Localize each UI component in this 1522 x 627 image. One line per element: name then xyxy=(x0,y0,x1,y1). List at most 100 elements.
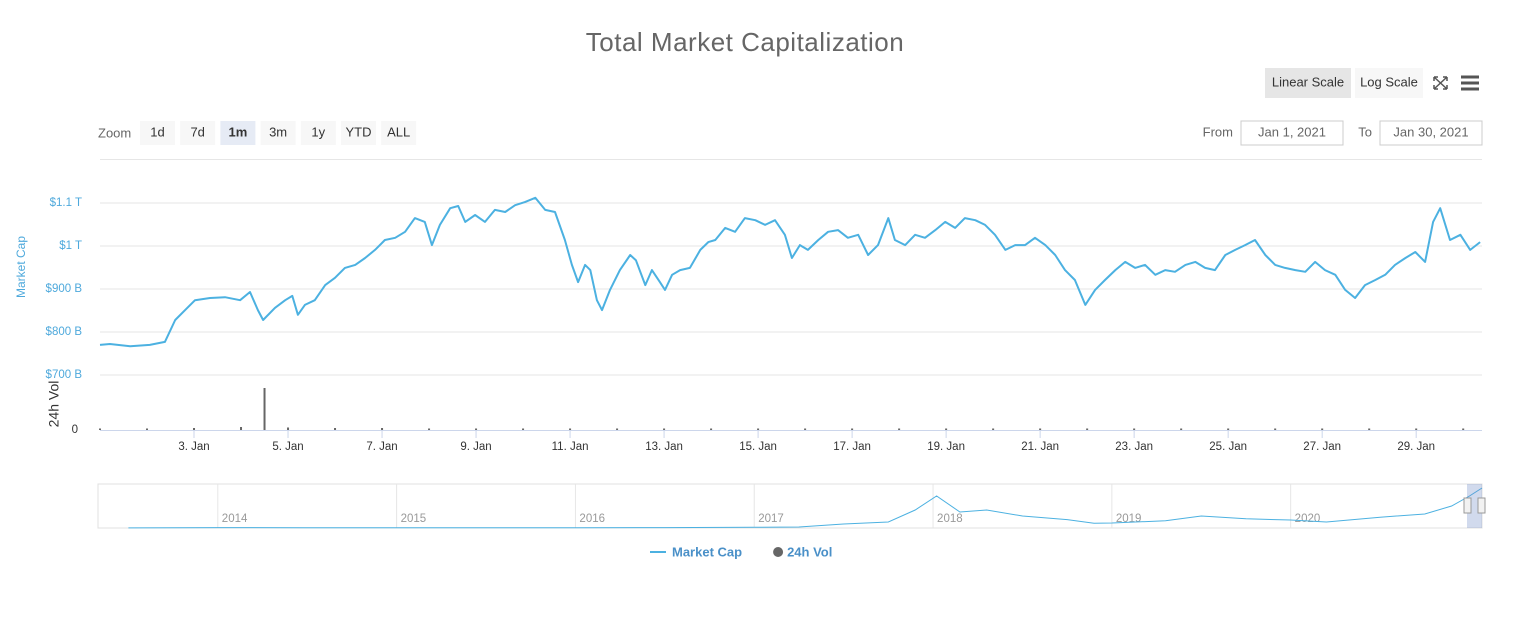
x-tick-label: 7. Jan xyxy=(366,441,397,453)
navigator-tick-label: 2016 xyxy=(579,513,605,525)
navigator-tick-label: 2018 xyxy=(937,513,963,525)
navigator-tick-label: 2019 xyxy=(1116,513,1142,525)
zoom-button-label: 1m xyxy=(229,124,248,139)
navigator-line xyxy=(128,487,1483,529)
volume-bar xyxy=(851,428,854,430)
legend-item[interactable]: Market Cap xyxy=(650,544,742,559)
volume-bar xyxy=(663,428,666,430)
volume-bar xyxy=(263,388,266,430)
zoom-button[interactable]: 1m xyxy=(220,121,256,145)
volume-bar xyxy=(569,428,572,430)
volume-bar xyxy=(1415,428,1418,430)
market-cap-line xyxy=(99,196,1481,348)
zoom-button-bg xyxy=(381,121,417,145)
navigator-handle[interactable] xyxy=(1463,497,1486,514)
x-tick-label: 11. Jan xyxy=(552,441,589,453)
x-tick-label: 27. Jan xyxy=(1303,441,1341,453)
scale-button[interactable]: Linear Scale xyxy=(1265,68,1351,98)
chart-title: Total Market Capitalization xyxy=(586,27,904,57)
to-input-text: Jan 30, 2021 xyxy=(1393,124,1468,139)
volume-bar xyxy=(1133,428,1136,430)
zoom-button-bg xyxy=(220,121,256,145)
zoom-button-bg xyxy=(140,121,175,145)
zoom-button-label: 1d xyxy=(150,124,164,139)
zoom-button-bg xyxy=(341,121,376,145)
y-tick-label: $1.1 T xyxy=(50,197,82,209)
navigator-mask[interactable] xyxy=(1467,484,1482,528)
y2-tick-label: 0 xyxy=(72,424,78,436)
zoom-button-label: ALL xyxy=(387,124,410,139)
volume-bar xyxy=(1180,428,1183,430)
y-tick-label: $700 B xyxy=(46,369,83,381)
x-tick-label: 9. Jan xyxy=(460,441,491,453)
legend-item[interactable]: 24h Vol xyxy=(773,544,832,559)
to-input[interactable]: Jan 30, 2021 xyxy=(1379,120,1483,146)
y-tick-label: $900 B xyxy=(46,283,83,295)
volume-bar xyxy=(1227,428,1230,430)
volume-bar xyxy=(193,428,196,430)
x-tick-label: 17. Jan xyxy=(833,441,871,453)
y-tick-label: $1 T xyxy=(59,240,82,252)
volume-bar xyxy=(898,428,901,430)
from-label: From xyxy=(1203,124,1233,139)
y-axis-title: Market Cap xyxy=(14,236,28,298)
x-tick-label: 15. Jan xyxy=(739,441,777,453)
zoom-button-bg xyxy=(180,121,216,145)
volume-bar xyxy=(804,428,807,430)
zoom-button-label: 1y xyxy=(311,124,325,139)
fullscreen-button[interactable] xyxy=(1428,70,1452,96)
from-input-box xyxy=(1240,120,1344,146)
volume-bar xyxy=(945,428,948,430)
volume-bar xyxy=(475,428,478,430)
zoom-button[interactable]: 3m xyxy=(260,121,296,145)
zoom-button-bg xyxy=(260,121,296,145)
volume-bar xyxy=(334,428,337,430)
navigator-tick-label: 2015 xyxy=(401,513,427,525)
volume-bar xyxy=(992,428,995,430)
zoom-button[interactable]: YTD xyxy=(341,121,376,145)
y2-axis-title: 24h Vol xyxy=(46,381,62,428)
zoom-button[interactable]: 7d xyxy=(180,121,216,145)
zoom-button[interactable]: 1y xyxy=(300,121,336,145)
zoom-button-label: YTD xyxy=(346,124,372,139)
volume-bar xyxy=(710,428,713,430)
volume-bar xyxy=(240,427,243,430)
zoom-button-label: 3m xyxy=(269,124,287,139)
navigator-tick-label: 2014 xyxy=(222,513,248,525)
to-input-box xyxy=(1379,120,1483,146)
volume-bar xyxy=(381,428,384,430)
x-tick-label: 13. Jan xyxy=(645,441,683,453)
volume-bar xyxy=(757,428,760,430)
volume-bar xyxy=(1086,428,1089,430)
volume-bar xyxy=(616,428,619,430)
zoom-button-bg xyxy=(300,121,336,145)
scale-button-bg xyxy=(1355,68,1423,98)
to-label: To xyxy=(1358,124,1372,139)
navigator-tick-label: 2020 xyxy=(1295,513,1321,525)
y-tick-label: $800 B xyxy=(46,326,83,338)
legend-label: Market Cap xyxy=(672,544,742,559)
volume-bar xyxy=(1368,428,1371,430)
volume-bar xyxy=(428,428,431,430)
zoom-button[interactable]: ALL xyxy=(381,121,417,145)
volume-bar xyxy=(287,427,290,430)
zoom-button[interactable]: 1d xyxy=(140,121,175,145)
x-tick-label: 29. Jan xyxy=(1397,441,1435,453)
from-input[interactable]: Jan 1, 2021 xyxy=(1240,120,1344,146)
volume-bar xyxy=(1274,428,1277,430)
navigator-tick-label: 2017 xyxy=(758,513,784,525)
x-tick-label: 19. Jan xyxy=(927,441,965,453)
x-tick-label: 5. Jan xyxy=(272,441,303,453)
legend-label: 24h Vol xyxy=(787,544,832,559)
volume-bar xyxy=(522,428,525,430)
x-tick-label: 23. Jan xyxy=(1115,441,1153,453)
scale-button-label: Linear Scale xyxy=(1272,74,1344,89)
volume-bar xyxy=(1039,428,1042,430)
navigator-frame xyxy=(97,483,1483,529)
scale-button-bg xyxy=(1265,68,1351,98)
menu-button[interactable] xyxy=(1457,70,1483,96)
scale-button[interactable]: Log Scale xyxy=(1355,68,1423,98)
volume-bar xyxy=(146,428,149,430)
